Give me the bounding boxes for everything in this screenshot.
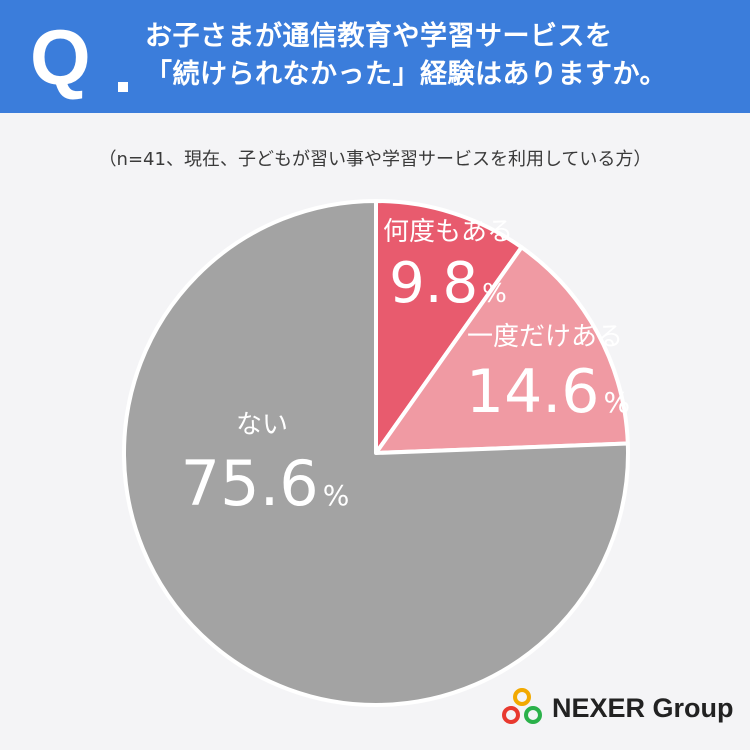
question-line-1: お子さまが通信教育や学習サービスを [145, 21, 613, 52]
pie-slice-1 [374, 199, 524, 455]
slice-label-3: ない [236, 410, 288, 440]
slice-value-1: 9.8% [389, 251, 507, 316]
question-line-2: 「続けられなかった」経験はありますか。 [145, 59, 667, 90]
question-header: Q お子さまが通信教育や学習サービスを 「続けられなかった」経験はありますか。 [0, 0, 750, 113]
slice-value-2: 14.6% [466, 357, 630, 427]
logo-text: NEXER Group [552, 692, 734, 723]
q-dot [118, 82, 128, 92]
question-text: お子さまが通信教育や学習サービスを 「続けられなかった」経験はありますか。 [145, 18, 735, 94]
q-mark: Q [30, 13, 91, 101]
slice-label-1: 何度もある [383, 217, 513, 247]
pie-slice-3 [122, 199, 630, 707]
slice-label-2: 一度だけある [467, 322, 623, 352]
nexer-logo: NEXER Group [500, 688, 734, 728]
slice-value-3: 75.6% [181, 447, 350, 520]
pie-slice-2 [374, 245, 630, 455]
nexer-rings-logo-icon [502, 688, 542, 724]
sample-note: （n=41、現在、子どもが習い事や学習サービスを利用している方） [98, 149, 652, 170]
